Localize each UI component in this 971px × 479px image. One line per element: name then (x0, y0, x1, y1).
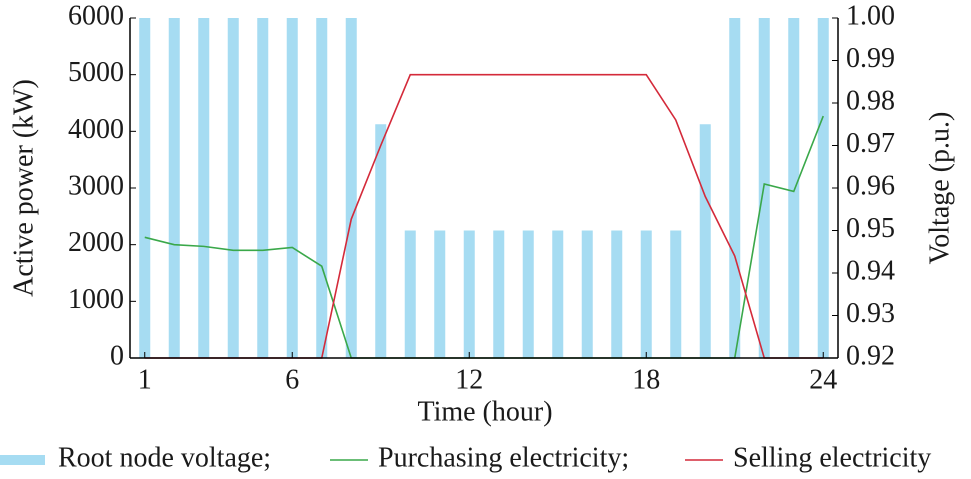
y2-tick-label: 0.96 (846, 170, 895, 201)
x-tick-label: 24 (809, 364, 837, 395)
bar (434, 230, 446, 358)
y2-axis-label: Voltage (p.u.) (924, 112, 955, 265)
bar (286, 18, 298, 358)
y-tick-label: 0 (110, 340, 124, 371)
legend-label: Root node voltage; (58, 442, 271, 473)
y2-tick-label: 0.93 (846, 298, 895, 329)
y2-tick-label: 0.92 (846, 340, 895, 371)
bar (257, 18, 269, 358)
y2-tick-label: 0.95 (846, 213, 895, 244)
bar (670, 230, 682, 358)
bar (522, 230, 534, 358)
bar (404, 230, 416, 358)
x-tick-label: 6 (285, 364, 299, 395)
y2-tick-label: 0.99 (846, 43, 895, 74)
y-tick-label: 1000 (68, 284, 124, 315)
bar (699, 124, 711, 358)
bar (316, 18, 328, 358)
y2-tick-label: 0.97 (846, 128, 895, 159)
bar (552, 230, 564, 358)
x-axis-label: Time (hour) (417, 396, 552, 427)
bar (375, 124, 387, 358)
bar (729, 18, 741, 358)
bar (611, 230, 623, 358)
y2-tick-label: 1.00 (846, 0, 895, 31)
x-tick-label: 12 (455, 364, 483, 395)
bar (198, 18, 210, 358)
y-tick-label: 2000 (68, 227, 124, 258)
y-tick-label: 6000 (68, 0, 124, 31)
x-tick-label: 1 (138, 364, 152, 395)
x-tick-label: 18 (632, 364, 660, 395)
bar (817, 18, 829, 358)
bar (227, 18, 239, 358)
bar (345, 18, 357, 358)
bar (168, 18, 180, 358)
legend-swatch (0, 455, 45, 465)
y-axis-label: Active power (kW) (8, 79, 39, 297)
bar (463, 230, 475, 358)
line (144, 73, 824, 359)
y2-tick-label: 0.98 (846, 85, 895, 116)
legend-label: Purchasing electricity; (378, 442, 629, 473)
bar (581, 230, 593, 358)
y-tick-label: 4000 (68, 114, 124, 145)
bar (493, 230, 505, 358)
bar (139, 18, 151, 358)
y2-tick-label: 0.94 (846, 255, 895, 286)
line (144, 115, 824, 359)
legend-label: Selling electricity (733, 442, 931, 473)
bar (640, 230, 652, 358)
y-tick-label: 5000 (68, 57, 124, 88)
bar (788, 18, 800, 358)
y-tick-label: 3000 (68, 170, 124, 201)
